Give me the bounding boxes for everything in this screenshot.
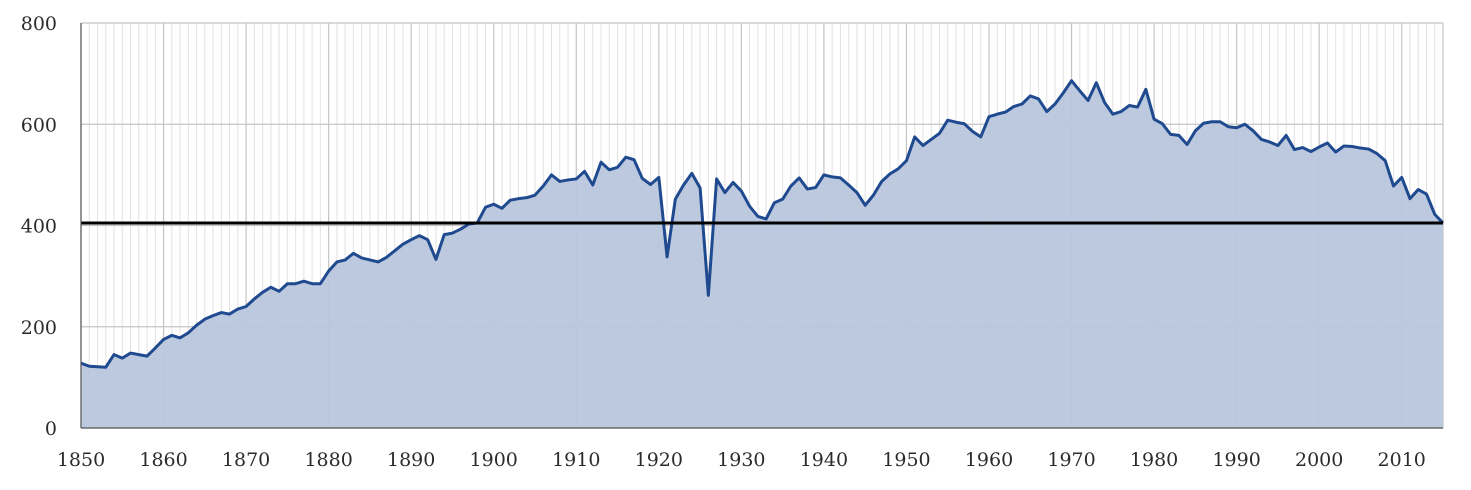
- y-axis-ticks: 0 200 400 600 800: [21, 13, 57, 440]
- x-tick-label: 2000: [1295, 449, 1343, 471]
- axes: [80, 23, 1443, 429]
- x-tick-label: 1870: [222, 449, 270, 471]
- y-tick-label: 600: [21, 114, 57, 136]
- y-tick-label: 200: [21, 317, 57, 339]
- x-tick-label: 1910: [552, 449, 600, 471]
- x-tick-label: 2010: [1378, 449, 1426, 471]
- x-tick-label: 1990: [1212, 449, 1260, 471]
- x-tick-label: 1950: [882, 449, 930, 471]
- x-tick-label: 1920: [635, 449, 683, 471]
- x-tick-label: 1860: [139, 449, 187, 471]
- series-line: [80, 79, 1445, 369]
- x-tick-label: 1930: [717, 449, 765, 471]
- x-tick-label: 1960: [965, 449, 1013, 471]
- x-tick-label: 1850: [57, 449, 105, 471]
- x-tick-label: 1980: [1130, 449, 1178, 471]
- x-tick-label: 1940: [800, 449, 848, 471]
- x-tick-label: 1880: [304, 449, 352, 471]
- x-tick-label: 1890: [387, 449, 435, 471]
- x-tick-label: 1970: [1047, 449, 1095, 471]
- y-tick-label: 400: [21, 216, 57, 238]
- x-axis-ticks: 1850 1860 1870 1880 1890 1900 1910 1920 1930 1940…: [57, 449, 1426, 471]
- series-area: [81, 80, 1443, 429]
- x-tick-label: 1900: [470, 449, 518, 471]
- area-layer: [80, 79, 1445, 429]
- y-tick-label: 0: [45, 418, 57, 440]
- y-tick-label: 800: [21, 13, 57, 35]
